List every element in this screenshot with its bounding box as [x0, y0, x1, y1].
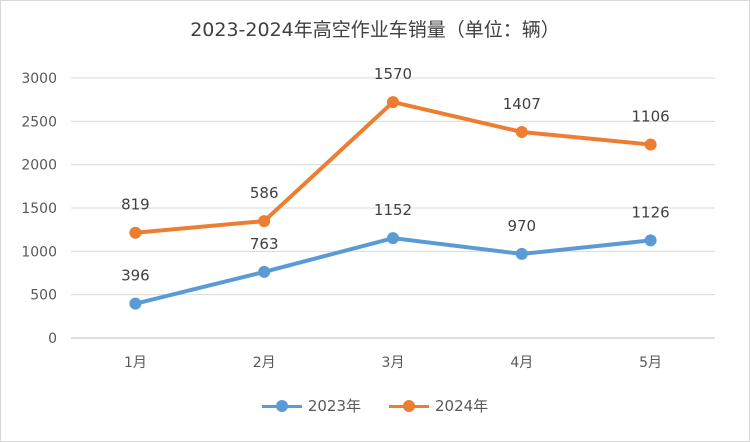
x-tick-label: 1月 — [124, 355, 147, 371]
data-point — [644, 138, 657, 151]
data-label: 970 — [507, 217, 536, 235]
data-point — [387, 232, 399, 245]
y-tick-label: 1500 — [21, 201, 57, 217]
legend-swatch-2023 — [261, 399, 302, 413]
gridlines — [71, 77, 715, 339]
series-line-2023年 — [133, 236, 653, 306]
y-tick-label: 3000 — [21, 71, 57, 87]
y-tick-label: 1000 — [21, 244, 57, 260]
x-tick-label: 5月 — [639, 355, 662, 371]
data-label: 1106 — [632, 108, 670, 126]
legend-label-2024: 2024年 — [435, 397, 489, 415]
legend: 2023年 2024年 — [1, 395, 749, 416]
legend-item-2024: 2024年 — [389, 395, 488, 416]
data-point — [258, 265, 271, 278]
y-tick-label: 500 — [30, 288, 57, 304]
y-tick-label: 0 — [48, 331, 57, 347]
data-point — [129, 226, 142, 239]
data-point — [644, 234, 657, 247]
legend-item-2023: 2023年 — [261, 395, 361, 416]
legend-label-2023: 2023年 — [307, 397, 361, 415]
x-tick-label: 2月 — [253, 355, 276, 371]
y-axis: 0 500 1000 1500 2000 2500 3000 — [21, 71, 57, 347]
data-point — [129, 297, 142, 310]
y-tick-label: 2500 — [21, 114, 57, 130]
x-axis: 1月 2月 3月 4月 5月 — [124, 355, 662, 371]
data-label: 763 — [250, 235, 279, 253]
legend-swatch-2024 — [389, 399, 429, 413]
data-point — [515, 125, 528, 138]
data-label: 1126 — [632, 203, 670, 221]
x-tick-label: 4月 — [510, 355, 533, 371]
data-label: 1152 — [374, 201, 412, 219]
data-label: 1407 — [503, 95, 541, 113]
data-label: 819 — [121, 196, 150, 214]
data-label: 586 — [250, 184, 279, 202]
data-point — [387, 96, 399, 109]
data-point — [258, 215, 271, 228]
y-tick-label: 2000 — [21, 158, 57, 174]
series-layer: 396 763 1152 970 1126 819 586 1570 1407 1106 — [121, 65, 670, 310]
chart-title: 2023-2024年高空作业车销量（单位：辆） — [190, 19, 560, 41]
data-label: 396 — [121, 267, 150, 285]
x-tick-label: 3月 — [382, 355, 405, 371]
data-point — [515, 247, 528, 260]
data-label: 1570 — [374, 65, 412, 83]
